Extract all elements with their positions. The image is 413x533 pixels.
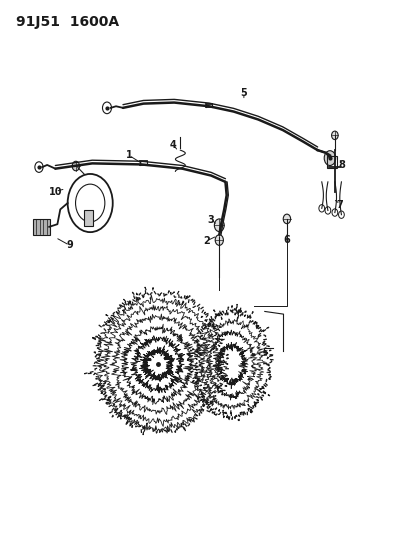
Text: 1: 1: [126, 150, 132, 160]
Text: 8: 8: [338, 160, 345, 170]
Text: 7: 7: [336, 200, 343, 209]
Text: 6: 6: [283, 235, 290, 245]
Circle shape: [331, 131, 337, 140]
Circle shape: [323, 151, 335, 165]
Circle shape: [72, 161, 79, 171]
Circle shape: [214, 219, 224, 232]
Text: 5: 5: [240, 88, 247, 98]
FancyBboxPatch shape: [83, 209, 93, 225]
Text: 2: 2: [202, 236, 209, 246]
FancyBboxPatch shape: [33, 219, 50, 235]
Text: 91J51  1600A: 91J51 1600A: [17, 15, 119, 29]
Text: 10: 10: [48, 188, 62, 197]
Circle shape: [215, 235, 223, 245]
Text: 4: 4: [170, 140, 176, 150]
Circle shape: [282, 214, 290, 224]
Text: 3: 3: [207, 215, 214, 225]
Text: 9: 9: [66, 240, 73, 251]
